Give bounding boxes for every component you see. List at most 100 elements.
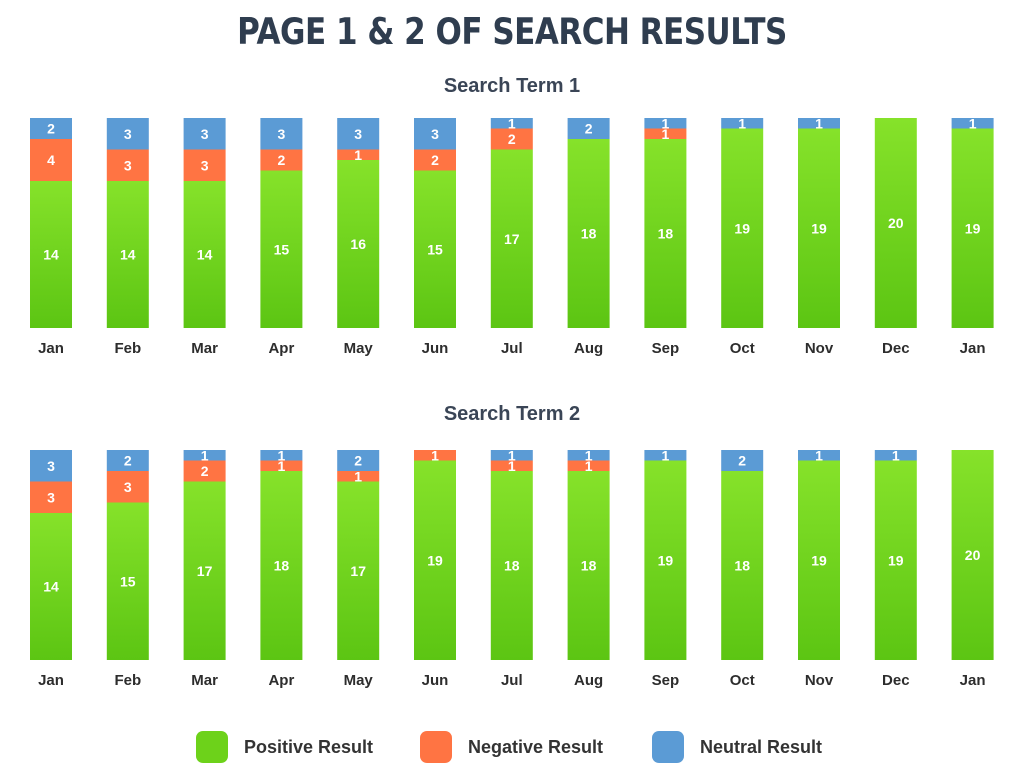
data-label-positive-result-2: 14 — [120, 247, 136, 263]
x-tick-label-3: Mar — [191, 340, 218, 357]
x-tick-label-11: Nov — [805, 672, 834, 689]
bar-segment-negative-result-5 — [337, 471, 380, 482]
data-label-positive-result-5: 17 — [350, 563, 366, 579]
data-label-positive-result-6: 19 — [427, 552, 443, 568]
legend-swatch-negative — [420, 731, 452, 763]
data-label-neutral-result-1: 3 — [47, 458, 55, 474]
data-label-positive-result-3: 14 — [197, 247, 213, 263]
bar-segment-negative-result-3 — [183, 460, 226, 482]
legend-swatch-neutral — [652, 731, 684, 763]
data-label-positive-result-1: 14 — [43, 247, 59, 263]
data-label-neutral-result-1: 2 — [47, 121, 55, 137]
data-label-negative-result-7: 2 — [508, 131, 516, 147]
legend-label-negative: Negative Result — [468, 737, 604, 757]
data-label-neutral-result-10: 1 — [738, 115, 746, 131]
legend: Positive Result Negative Result Neutral … — [0, 730, 1024, 766]
bar-segment-neutral-result-7 — [490, 118, 533, 129]
bar-segment-negative-result-8 — [567, 460, 610, 471]
data-label-negative-result-7: 1 — [508, 458, 516, 474]
bar-segment-neutral-result-11 — [798, 450, 840, 461]
x-tick-label-6: Jun — [422, 672, 449, 689]
bar-segment-neutral-result-11 — [798, 118, 840, 129]
data-label-neutral-result-3: 3 — [201, 126, 209, 142]
bar-segment-neutral-result-1 — [30, 450, 72, 482]
data-label-positive-result-4: 18 — [274, 558, 290, 574]
x-tick-label-2: Feb — [114, 340, 141, 357]
bar-segment-positive-result-5 — [337, 160, 380, 328]
data-label-neutral-result-11: 1 — [815, 115, 823, 131]
bar-segment-positive-result-1 — [30, 181, 72, 328]
bar-segment-positive-result-11 — [798, 460, 840, 660]
bar-segment-neutral-result-9 — [644, 118, 687, 129]
x-tick-label-4: Apr — [268, 340, 294, 357]
data-label-positive-result-11: 19 — [811, 552, 827, 568]
x-tick-label-13: Jan — [960, 672, 986, 689]
data-label-negative-result-6: 2 — [431, 152, 439, 168]
data-label-neutral-result-8: 2 — [585, 121, 593, 137]
bar-segment-negative-result-9 — [644, 128, 687, 139]
data-label-positive-result-6: 15 — [427, 241, 443, 257]
data-label-negative-result-8: 1 — [585, 458, 593, 474]
bar-segment-positive-result-10 — [721, 471, 764, 660]
bar-segment-positive-result-9 — [644, 139, 687, 328]
x-tick-label-5: May — [344, 340, 374, 357]
bar-segment-positive-result-11 — [798, 128, 840, 328]
page-title: PAGE 1 & 2 OF SEARCH RESULTS — [237, 10, 787, 54]
bar-segment-negative-result-6 — [414, 149, 456, 171]
x-tick-label-1: Jan — [38, 340, 64, 357]
bar-segment-negative-result-5 — [337, 149, 380, 160]
bar-segment-negative-result-2 — [106, 149, 149, 181]
bar-segment-negative-result-1 — [30, 481, 72, 513]
data-label-neutral-result-12: 1 — [892, 447, 900, 463]
data-label-negative-result-3: 3 — [201, 157, 209, 173]
data-label-negative-result-5: 1 — [354, 468, 362, 484]
stacked-bar-chart-search-term-1: 14 4 2 Jan 14 3 3 Feb 14 3 3 Mar 15 2 3 Apr 16 1 3 May 15 2 3 J… — [30, 115, 994, 357]
data-label-negative-result-5: 1 — [354, 147, 362, 163]
data-label-positive-result-7: 17 — [504, 231, 520, 247]
data-label-positive-result-10: 18 — [734, 558, 750, 574]
data-label-positive-result-12: 20 — [888, 215, 904, 231]
bar-segment-positive-result-8 — [567, 139, 610, 328]
data-label-negative-result-4: 2 — [278, 152, 286, 168]
data-label-neutral-result-2: 3 — [124, 126, 132, 142]
data-label-neutral-result-5: 2 — [354, 453, 362, 469]
x-tick-label-3: Mar — [191, 672, 218, 689]
legend-label-positive: Positive Result — [244, 737, 374, 757]
data-label-neutral-result-4: 3 — [278, 126, 286, 142]
bar-segment-positive-result-1 — [30, 513, 72, 660]
x-tick-label-7: Jul — [501, 672, 523, 689]
legend-swatch-positive — [196, 731, 228, 763]
bar-segment-neutral-result-2 — [106, 118, 149, 150]
bar-segment-positive-result-3 — [183, 181, 226, 328]
data-label-positive-result-12: 19 — [888, 552, 904, 568]
data-label-neutral-result-7: 1 — [508, 115, 516, 131]
bar-segment-positive-result-2 — [106, 181, 149, 328]
data-label-neutral-result-8: 1 — [585, 447, 593, 463]
stacked-bar-chart-search-term-2: 1433Jan1532Feb1721Mar1811Apr1712May191Ju… — [30, 447, 994, 689]
x-tick-label-5: May — [344, 672, 374, 689]
x-tick-label-9: Sep — [652, 672, 680, 689]
bar-segment-positive-result-4 — [260, 471, 303, 660]
data-label-neutral-result-10: 2 — [738, 453, 746, 469]
data-label-positive-result-10: 19 — [734, 220, 750, 236]
bar-segment-positive-result-13 — [951, 128, 994, 328]
bar-segment-neutral-result-13 — [951, 118, 994, 129]
bar-segment-negative-result-6 — [414, 450, 456, 461]
x-tick-label-11: Nov — [805, 340, 834, 357]
x-tick-label-6: Jun — [422, 340, 449, 357]
x-tick-label-8: Aug — [574, 340, 603, 357]
legend-label-neutral: Neutral Result — [700, 737, 823, 757]
x-tick-label-8: Aug — [574, 672, 603, 689]
data-label-positive-result-2: 15 — [120, 573, 136, 589]
bar-segment-positive-result-7 — [490, 149, 533, 328]
bar-segment-positive-result-12 — [874, 460, 917, 660]
bar-segment-neutral-result-6 — [414, 118, 456, 150]
data-label-negative-result-6: 1 — [431, 447, 439, 463]
data-label-neutral-result-6: 3 — [431, 126, 439, 142]
bar-segment-neutral-result-8 — [567, 450, 610, 461]
data-label-positive-result-3: 17 — [197, 563, 213, 579]
bar-segment-positive-result-5 — [337, 481, 380, 660]
bar-segment-neutral-result-4 — [260, 118, 303, 150]
x-tick-label-9: Sep — [652, 340, 680, 357]
bar-segment-positive-result-3 — [183, 481, 226, 660]
